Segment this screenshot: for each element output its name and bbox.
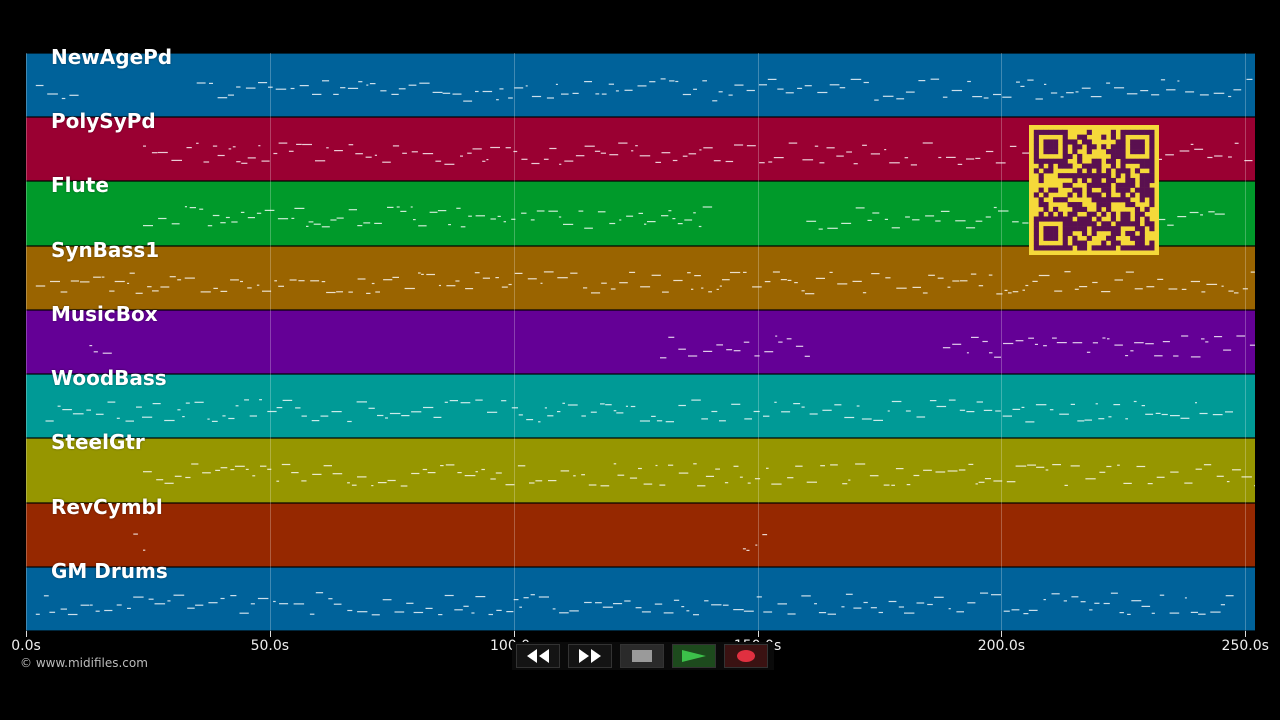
axis-tick	[1245, 631, 1247, 637]
note-marks	[35, 270, 1255, 295]
track-label: GM Drums	[51, 558, 168, 583]
fast-forward-button[interactable]	[568, 644, 612, 668]
record-button[interactable]	[724, 644, 768, 668]
track-label: RevCymbl	[51, 494, 163, 519]
grid-line	[757, 53, 759, 631]
track-lane: NewAgePd	[26, 45, 1255, 118]
track-label: WoodBass	[51, 366, 167, 391]
rewind-icon	[527, 649, 549, 663]
axis-tick	[26, 631, 27, 637]
copyright-text: © www.midifiles.com	[20, 656, 148, 670]
axis-tick-label: 0.0s	[11, 638, 41, 654]
note-marks	[35, 78, 1253, 102]
track-lane: GM Drums	[26, 559, 1255, 631]
axis-tick	[269, 631, 271, 637]
track-lane: SteelGtr	[26, 430, 1255, 503]
note-marks	[133, 533, 768, 551]
play-icon	[682, 650, 706, 662]
track-label: SteelGtr	[51, 430, 145, 455]
note-marks	[143, 463, 1255, 487]
note-marks	[35, 591, 1234, 616]
track-label: Flute	[51, 173, 109, 198]
stop-button[interactable]	[620, 644, 664, 668]
qr-code	[1029, 125, 1159, 255]
note-marks	[45, 399, 1233, 423]
transport-controls	[512, 642, 774, 670]
note-marks	[89, 335, 1255, 359]
track-lane: RevCymbl	[26, 495, 1255, 567]
rewind-button[interactable]	[516, 644, 560, 668]
track-label: NewAgePd	[51, 45, 173, 69]
stop-icon	[632, 650, 652, 662]
track-lane: WoodBass	[26, 366, 1255, 439]
record-icon	[737, 650, 755, 662]
track-lane: SynBass1	[26, 238, 1255, 310]
track-label: PolySyPd	[51, 109, 156, 134]
axis-tick	[513, 631, 515, 637]
grid-line	[513, 53, 515, 631]
axis-tick-label: 50.0s	[250, 638, 290, 654]
track-lane: MusicBox	[26, 302, 1255, 375]
grid-line	[1245, 53, 1247, 631]
grid-line	[1001, 53, 1003, 631]
axis-tick	[757, 631, 759, 637]
axis-tick-label: 200.0s	[977, 638, 1026, 654]
track-label: SynBass1	[51, 237, 160, 262]
axis-tick-label: 250.0s	[1221, 638, 1269, 654]
fast-forward-icon	[579, 649, 601, 663]
grid-line	[269, 53, 271, 631]
play-button[interactable]	[672, 644, 716, 668]
grid-line	[26, 53, 27, 631]
axis-tick	[1001, 631, 1003, 637]
track-label: MusicBox	[51, 301, 158, 326]
